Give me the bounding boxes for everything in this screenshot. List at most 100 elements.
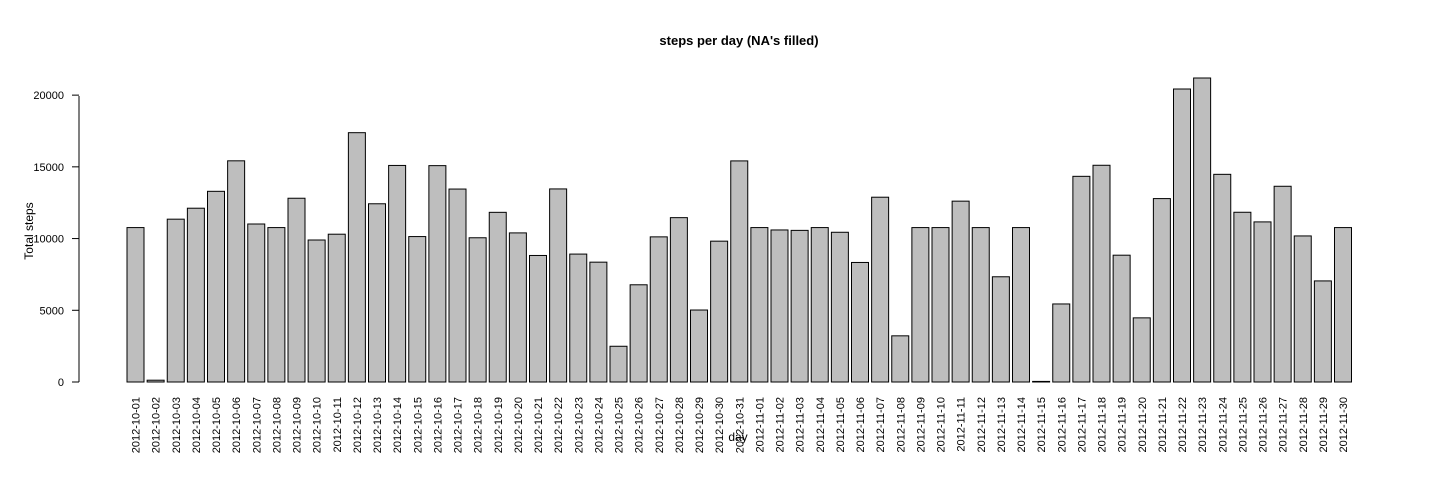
bar-2012-10-06 — [227, 160, 246, 383]
bar-2012-11-22 — [1173, 88, 1191, 383]
x-tick-label: 2012-11-28 — [1298, 397, 1310, 452]
x-tick-label: 2012-11-06 — [855, 397, 867, 452]
bar-2012-10-13 — [368, 203, 386, 383]
x-tick-label: 2012-11-23 — [1197, 397, 1209, 452]
y-tick-label: 20000 — [33, 90, 64, 102]
x-tick-label: 2012-10-24 — [593, 397, 605, 453]
y-axis-label: Total steps — [22, 202, 36, 259]
x-tick-label: 2012-11-09 — [915, 397, 927, 452]
bar-2012-10-08 — [267, 227, 286, 383]
x-tick-label: 2012-10-04 — [191, 397, 203, 453]
x-tick-label: 2012-11-02 — [775, 397, 787, 452]
x-tick-label: 2012-10-19 — [493, 397, 505, 453]
bar-2012-10-16 — [428, 165, 447, 383]
x-tick-label: 2012-11-26 — [1258, 397, 1270, 452]
bar-2012-11-25 — [1233, 211, 1252, 383]
bar-2012-10-23 — [569, 253, 588, 383]
x-tick-label: 2012-10-28 — [674, 397, 686, 453]
bar-2012-11-01 — [750, 227, 769, 383]
x-tick-label: 2012-10-01 — [131, 397, 143, 453]
x-tick-label: 2012-11-01 — [754, 397, 766, 452]
bar-2012-11-09 — [911, 227, 930, 383]
bar-2012-11-02 — [770, 229, 789, 383]
x-tick-label: 2012-10-29 — [694, 397, 706, 453]
bar-2012-11-21 — [1152, 198, 1171, 383]
x-tick-label: 2012-10-31 — [734, 397, 746, 453]
bar-2012-11-05 — [830, 231, 849, 383]
x-tick-label: 2012-11-30 — [1338, 397, 1350, 452]
bar-2012-11-26 — [1253, 221, 1272, 383]
x-tick-label: 2012-10-30 — [714, 397, 726, 453]
bar-2012-10-07 — [247, 223, 266, 383]
bar-2012-11-24 — [1213, 173, 1232, 383]
chart-title: steps per day (NA's filled) — [659, 33, 818, 48]
x-tick-label: 2012-11-18 — [1097, 397, 1109, 452]
x-tick-label: 2012-11-17 — [1076, 397, 1088, 452]
x-tick-label: 2012-11-13 — [996, 397, 1008, 452]
bar-2012-10-09 — [287, 197, 306, 383]
y-tick-label: 0 — [58, 377, 64, 389]
y-tick-label: 5000 — [40, 305, 64, 317]
bar-2012-10-17 — [448, 188, 467, 383]
x-tick-label: 2012-10-07 — [251, 397, 263, 453]
bar-2012-10-14 — [388, 164, 407, 383]
x-tick-label: 2012-10-27 — [654, 397, 666, 453]
x-tick-label: 2012-11-21 — [1157, 397, 1169, 452]
x-tick-label: 2012-11-16 — [1056, 397, 1068, 452]
bar-2012-10-04 — [186, 207, 205, 383]
x-tick-label: 2012-11-25 — [1237, 397, 1249, 452]
bar-2012-10-11 — [327, 233, 346, 383]
bar-2012-11-04 — [810, 227, 829, 383]
bar-2012-10-05 — [207, 190, 225, 383]
bar-2012-11-15 — [1032, 380, 1051, 383]
bar-2012-10-27 — [649, 236, 668, 383]
bar-2012-10-21 — [529, 254, 547, 383]
bar-2012-10-01 — [126, 227, 145, 383]
x-axis-label: day — [728, 430, 747, 444]
bar-2012-11-12 — [971, 227, 990, 383]
bar-2012-11-13 — [991, 276, 1010, 383]
x-tick-label: 2012-11-10 — [936, 397, 948, 452]
bar-2012-10-10 — [307, 239, 326, 383]
x-tick-label: 2012-10-06 — [231, 397, 243, 453]
bar-2012-11-16 — [1052, 303, 1071, 383]
bars-group — [126, 77, 1352, 383]
x-tick-label: 2012-11-29 — [1318, 397, 1330, 452]
bar-2012-10-28 — [669, 217, 688, 383]
x-tick-label: 2012-10-13 — [372, 397, 384, 453]
x-tick-label: 2012-11-20 — [1137, 397, 1149, 452]
bar-2012-11-19 — [1112, 254, 1131, 383]
x-tick-label: 2012-11-14 — [1016, 397, 1028, 452]
y-tick-label: 10000 — [33, 234, 64, 246]
x-tick-label: 2012-10-14 — [392, 397, 404, 453]
x-tick-label: 2012-10-15 — [412, 397, 424, 453]
bar-2012-11-30 — [1334, 227, 1352, 383]
bar-2012-11-27 — [1273, 185, 1292, 383]
x-tick-label: 2012-11-08 — [895, 397, 907, 452]
x-tick-label: 2012-10-16 — [432, 397, 444, 453]
x-tick-label: 2012-10-12 — [352, 397, 364, 453]
bar-2012-11-03 — [790, 229, 809, 383]
x-axis-tick-labels: 2012-10-01 2012-10-02 2012-10-03 2012-10-04… — [131, 397, 1351, 453]
bar-2012-11-17 — [1072, 175, 1091, 383]
bar-2012-10-02 — [146, 379, 165, 383]
x-tick-label: 2012-11-15 — [1036, 397, 1048, 452]
y-axis-ticks: 0 5000 10000 15000 20000 — [33, 90, 79, 389]
x-tick-label: 2012-10-08 — [271, 397, 283, 453]
bar-2012-10-25 — [609, 345, 628, 383]
x-tick-label: 2012-10-20 — [513, 397, 525, 453]
bar-2012-10-30 — [710, 240, 729, 383]
bar-2012-10-20 — [508, 232, 527, 383]
x-tick-label: 2012-10-10 — [312, 397, 324, 453]
bar-2012-10-19 — [488, 211, 507, 383]
x-tick-label: 2012-10-21 — [533, 397, 545, 453]
x-tick-label: 2012-11-07 — [875, 397, 887, 452]
x-tick-label: 2012-11-05 — [835, 397, 847, 452]
x-tick-label: 2012-10-03 — [171, 397, 183, 453]
bar-2012-11-06 — [851, 261, 869, 383]
bar-2012-11-28 — [1293, 235, 1312, 383]
x-tick-label: 2012-10-25 — [614, 397, 626, 453]
bar-2012-10-22 — [549, 188, 568, 383]
bar-2012-10-26 — [629, 284, 648, 383]
